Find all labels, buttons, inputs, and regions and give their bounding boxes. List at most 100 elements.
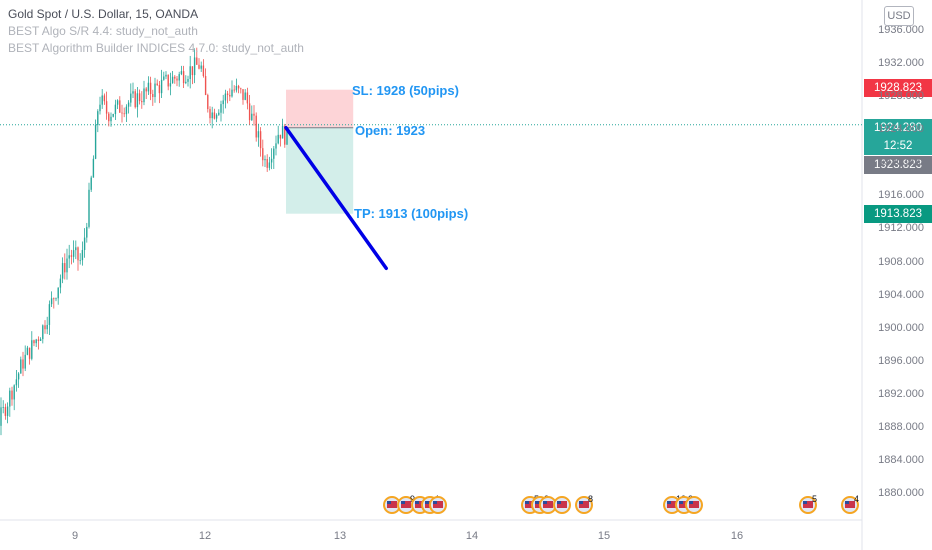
time-tick-label: 14 — [465, 530, 479, 542]
candle-body — [171, 76, 174, 84]
candle-body — [257, 131, 260, 138]
candle-body — [160, 79, 163, 94]
economic-event-icon[interactable] — [539, 496, 557, 514]
event-count-label: 5 — [812, 494, 817, 504]
economic-event-icon[interactable] — [397, 496, 415, 514]
economic-event-icon[interactable] — [799, 496, 817, 514]
price-tick-label: 1888.000 — [878, 420, 924, 433]
candle-body — [268, 162, 271, 168]
candle-body — [2, 407, 4, 408]
candle-body — [235, 86, 238, 91]
candle-body — [167, 74, 169, 87]
candle-body — [68, 255, 70, 259]
candle-body — [101, 95, 103, 105]
candle-body — [147, 82, 150, 92]
candle-body — [182, 71, 185, 84]
candle-body — [187, 78, 189, 82]
candle-body — [145, 88, 147, 92]
candle-body — [97, 111, 99, 126]
candle-body — [152, 93, 154, 98]
time-tick-label: 13 — [333, 530, 347, 542]
economic-event-icon[interactable] — [553, 496, 571, 514]
candle-body — [191, 66, 194, 76]
candle-body — [264, 159, 266, 161]
candle-body — [253, 113, 255, 116]
candle-body — [66, 258, 68, 273]
legend-symbol[interactable]: Gold Spot / U.S. Dollar, 15, OANDA — [8, 7, 199, 21]
price-tick-label: 1928.000 — [878, 90, 924, 103]
price-tick-label: 1936.000 — [878, 24, 924, 36]
candle-body — [279, 134, 282, 139]
candle-body — [94, 125, 97, 159]
economic-event-icon[interactable] — [575, 496, 593, 514]
candle-body — [156, 83, 158, 86]
price-tick-label: 1892.000 — [878, 387, 924, 400]
candle-body — [246, 92, 249, 104]
candle-body — [11, 390, 13, 400]
sl-price-tag: 1928.823 — [864, 79, 932, 97]
open-annotation[interactable]: Open: 1923 — [355, 123, 426, 138]
candle-body — [136, 93, 139, 108]
candle-body — [233, 89, 235, 91]
candle-body — [262, 148, 264, 161]
sl-annotation[interactable]: SL: 1928 (50pips) — [352, 83, 459, 98]
currency-button[interactable]: USD — [884, 6, 914, 26]
event-count-label: 9 — [410, 494, 415, 504]
candle-body — [165, 74, 167, 77]
candle-body — [244, 92, 246, 100]
candle-body — [248, 103, 251, 121]
candle-body — [218, 112, 220, 115]
candle-body — [127, 102, 130, 107]
candle-body — [88, 189, 90, 227]
candle-body — [39, 339, 42, 341]
candle-body — [44, 325, 46, 330]
candle-body — [110, 116, 112, 122]
legend-indicator-2[interactable]: BEST Algorithm Builder INDICES 4.7.0: st… — [8, 41, 304, 55]
time-tick-label: 16 — [730, 530, 744, 542]
candle-body — [240, 88, 242, 90]
candle-body — [224, 93, 227, 101]
price-tick-label: 1900.000 — [878, 321, 924, 334]
candle-body — [132, 91, 134, 94]
price-tick-label: 1912.000 — [878, 222, 924, 235]
candle-body — [149, 82, 152, 94]
tp-annotation[interactable]: TP: 1913 (100pips) — [354, 206, 469, 221]
candle-body — [53, 298, 55, 300]
price-tick-label: 1908.000 — [878, 255, 924, 268]
tp-price-tag: 1913.823 — [864, 205, 932, 223]
legend-indicator-1[interactable]: BEST Algo S/R 4.4: study_not_auth — [8, 24, 198, 38]
candle-body — [64, 263, 66, 273]
time-tick-label: 12 — [198, 530, 212, 542]
candle-body — [130, 93, 132, 103]
candle-body — [255, 115, 257, 138]
candle-body — [90, 177, 92, 190]
candle-body — [26, 347, 29, 355]
candle-body — [0, 407, 2, 426]
candle-body — [13, 385, 15, 400]
candle-body — [211, 112, 213, 119]
candle-body — [209, 109, 211, 119]
candle-body — [57, 287, 59, 299]
candle-body — [77, 247, 79, 261]
countdown-tag: 12:52 — [864, 137, 932, 155]
candle-body — [33, 340, 35, 344]
candle-body — [193, 57, 196, 76]
economic-event-icon[interactable] — [685, 496, 703, 514]
candle-body — [28, 347, 31, 359]
event-count-label: 4 — [854, 494, 859, 504]
candle-body — [31, 340, 33, 359]
candle-body — [72, 250, 75, 257]
economic-event-icon[interactable] — [841, 496, 859, 514]
candle-body — [108, 113, 110, 122]
candle-body — [125, 106, 128, 115]
candle-body — [22, 359, 24, 369]
candle-body — [20, 359, 22, 374]
candle-body — [79, 260, 81, 261]
candle-body — [237, 86, 240, 89]
candle-body — [204, 76, 207, 96]
economic-event-icon[interactable] — [429, 496, 447, 514]
candle-body — [143, 88, 145, 103]
chart-legend: Gold Spot / U.S. Dollar, 15, OANDA BEST … — [8, 6, 304, 57]
candle-body — [259, 131, 262, 149]
